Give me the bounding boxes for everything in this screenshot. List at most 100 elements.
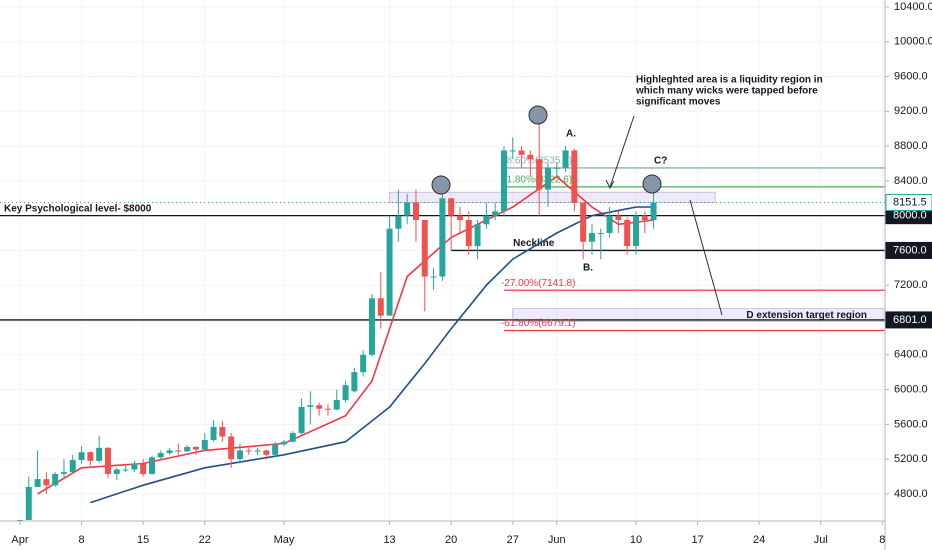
candle-body — [272, 444, 279, 455]
candle-body — [157, 453, 164, 458]
candle-body — [210, 426, 217, 440]
marker-circle — [642, 174, 662, 194]
candle-body — [140, 463, 147, 474]
candle-body — [342, 385, 349, 400]
candle-body — [280, 441, 287, 445]
level-label: -61.80%(6679.1) — [501, 318, 576, 329]
candle-body — [175, 450, 182, 452]
y-tick-label: 5200.0 — [894, 453, 928, 465]
candle-body — [368, 298, 375, 355]
x-tick-label: 10 — [630, 534, 642, 546]
candle-body — [553, 167, 560, 169]
x-tick-label: 13 — [383, 534, 395, 546]
candle-body — [474, 224, 481, 247]
marker-circle — [431, 175, 451, 195]
wave-label: B. — [583, 263, 593, 274]
x-tick-label: 24 — [753, 534, 765, 546]
x-tick-label: 17 — [691, 534, 703, 546]
level-label: -27.00%(7141.8) — [501, 278, 576, 289]
candle-body — [465, 220, 472, 247]
y-tick-label: 5600.0 — [894, 418, 928, 430]
candle-body — [544, 167, 551, 190]
candles — [16, 120, 657, 521]
y-tick-label: 6000.0 — [894, 383, 928, 395]
candle-body — [34, 479, 41, 487]
x-tick-label: 8 — [879, 534, 885, 546]
candle-body — [377, 298, 384, 316]
candle-body — [219, 426, 226, 437]
candle-body — [25, 486, 32, 520]
candle-body — [386, 228, 393, 316]
x-tick-label: Apr — [11, 534, 28, 546]
candle-body — [201, 440, 208, 450]
wave-label: A. — [566, 129, 576, 140]
level-label: Neckline — [513, 238, 555, 249]
candle-body — [289, 433, 296, 442]
candle-body — [562, 150, 569, 168]
candle-body — [650, 202, 657, 220]
x-tick-label: 27 — [507, 534, 519, 546]
candle-body — [263, 450, 270, 455]
candle-body — [333, 400, 340, 410]
candle-body — [87, 452, 94, 461]
candle-body — [632, 215, 639, 247]
candle-body — [316, 405, 323, 409]
x-tick-label: May — [274, 534, 295, 546]
candle-body — [641, 215, 648, 220]
y-tick-label: 10000.0 — [894, 36, 932, 48]
candle-body — [228, 436, 235, 460]
candle-body — [430, 276, 437, 278]
marker-circle — [528, 105, 548, 125]
candle-body — [571, 150, 578, 203]
candle-body — [78, 452, 85, 460]
x-tick-label: 15 — [137, 534, 149, 546]
candle-body — [483, 215, 490, 225]
candle-body — [492, 211, 499, 216]
candle-body — [236, 450, 243, 460]
candle-body — [404, 202, 411, 216]
price-tag — [885, 311, 932, 329]
price-tag-label: 8000.0 — [893, 210, 927, 222]
price-tag — [885, 193, 932, 211]
candle-body — [527, 154, 534, 160]
candle-body — [624, 220, 631, 247]
drawings: Highleghted area is a liquidity region i… — [431, 75, 823, 316]
candle-body — [131, 463, 138, 470]
candle-body — [298, 406, 305, 434]
candle-body — [588, 233, 595, 242]
candle-body — [307, 405, 314, 407]
wave-label: C? — [654, 156, 667, 167]
candle-body — [60, 472, 67, 474]
note: significant moves — [636, 97, 721, 108]
candle-body — [500, 150, 507, 212]
candle-body — [448, 198, 455, 216]
x-tick-label: Jun — [548, 534, 566, 546]
y-tick-label: 8400.0 — [894, 175, 928, 187]
region-label: D extension target region — [746, 310, 867, 321]
arrow-head — [605, 179, 615, 190]
y-tick-label: 8800.0 — [894, 140, 928, 152]
candle-body — [518, 150, 525, 155]
note: Highleghted area is a liquidity region i… — [636, 75, 823, 86]
candle-body — [69, 460, 76, 473]
y-tick-label: 4800.0 — [894, 488, 928, 500]
price-tag-label: 7600.0 — [893, 244, 927, 256]
price-tag — [885, 241, 932, 259]
candle-body — [148, 457, 155, 474]
y-tick-label: 7200.0 — [894, 279, 928, 291]
note: which many wicks were tapped before — [635, 86, 818, 97]
candle-body — [166, 450, 173, 454]
candle-body — [615, 215, 622, 220]
candle-body — [536, 159, 543, 190]
x-tick-label: 20 — [445, 534, 457, 546]
candle-body — [412, 202, 419, 220]
y-tick-label: 10400.0 — [894, 1, 932, 13]
y-tick-label: 6400.0 — [894, 349, 928, 361]
candle-body — [245, 450, 252, 452]
x-tick-label: 22 — [199, 534, 211, 546]
candle-body — [113, 469, 120, 474]
moving-average — [37, 175, 654, 495]
candle-body — [96, 447, 103, 461]
